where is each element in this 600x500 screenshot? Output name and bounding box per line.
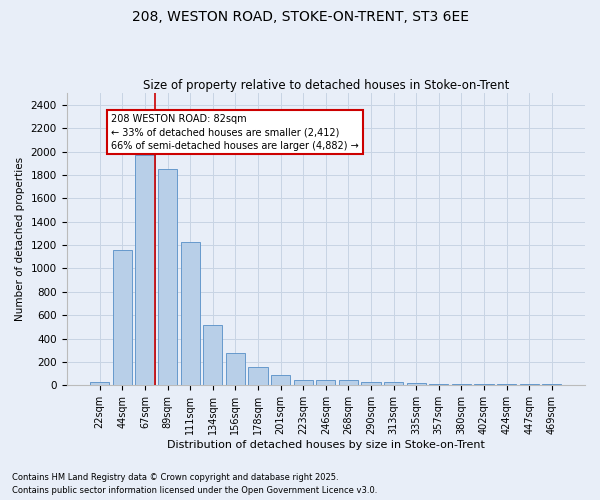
Y-axis label: Number of detached properties: Number of detached properties — [15, 157, 25, 322]
Bar — [90, 382, 109, 386]
Bar — [271, 375, 290, 386]
Bar — [113, 250, 132, 386]
Bar — [429, 384, 448, 386]
Text: 208, WESTON ROAD, STOKE-ON-TRENT, ST3 6EE: 208, WESTON ROAD, STOKE-ON-TRENT, ST3 6E… — [131, 10, 469, 24]
Bar — [203, 325, 223, 386]
Bar — [248, 367, 268, 386]
Bar — [475, 384, 494, 386]
Bar — [136, 155, 155, 386]
Bar — [158, 169, 177, 386]
Bar — [407, 383, 426, 386]
Bar — [520, 384, 539, 386]
X-axis label: Distribution of detached houses by size in Stoke-on-Trent: Distribution of detached houses by size … — [167, 440, 485, 450]
Bar — [181, 242, 200, 386]
Text: Contains HM Land Registry data © Crown copyright and database right 2025.
Contai: Contains HM Land Registry data © Crown c… — [12, 474, 377, 495]
Bar — [316, 380, 335, 386]
Bar — [384, 382, 403, 386]
Text: 208 WESTON ROAD: 82sqm
← 33% of detached houses are smaller (2,412)
66% of semi-: 208 WESTON ROAD: 82sqm ← 33% of detached… — [111, 114, 359, 150]
Bar — [361, 382, 380, 386]
Bar — [339, 380, 358, 386]
Bar — [452, 384, 471, 386]
Bar — [293, 380, 313, 386]
Bar — [497, 384, 516, 386]
Bar — [226, 353, 245, 386]
Title: Size of property relative to detached houses in Stoke-on-Trent: Size of property relative to detached ho… — [143, 79, 509, 92]
Bar — [542, 384, 562, 386]
